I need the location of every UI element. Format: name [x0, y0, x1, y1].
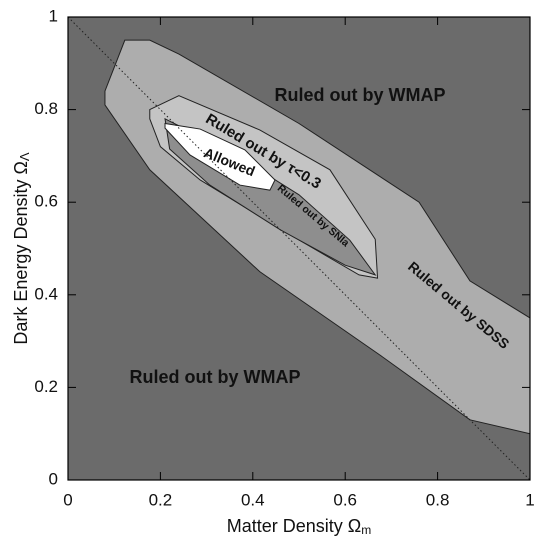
region — [164, 122, 276, 191]
y-tick-label: 1 — [49, 6, 58, 25]
x-tick-label: 0 — [63, 490, 72, 509]
plot-frame — [67, 16, 531, 481]
x-tick-label: 0.6 — [333, 490, 357, 509]
y-tick-label: 0.8 — [34, 99, 58, 118]
annotation: Ruled out by WMAP — [275, 85, 446, 105]
x-tick-label: 1 — [525, 490, 534, 509]
flat-line — [67, 16, 531, 481]
x-axis-label-main: Matter Density Ω — [227, 516, 362, 536]
x-axis-label: Matter Density Ωm — [227, 516, 372, 537]
annotation: Ruled out by WMAP — [130, 367, 301, 387]
y-tick-label: 0 — [49, 469, 58, 488]
y-axis-label: Dark Energy Density ΩΛ — [11, 152, 33, 345]
x-tick-label: 0.8 — [426, 490, 450, 509]
x-tick-label: 0.4 — [241, 490, 265, 509]
y-tick-label: 0.6 — [34, 192, 58, 211]
x-axis-label-sub: m — [361, 523, 371, 537]
y-axis-label-main: Dark Energy Density Ω — [11, 161, 31, 345]
x-tick-label: 0.2 — [149, 490, 173, 509]
y-tick-label: 0.4 — [34, 284, 58, 303]
y-tick-label: 0.2 — [34, 377, 58, 396]
y-axis-label-sub: Λ — [17, 152, 32, 161]
